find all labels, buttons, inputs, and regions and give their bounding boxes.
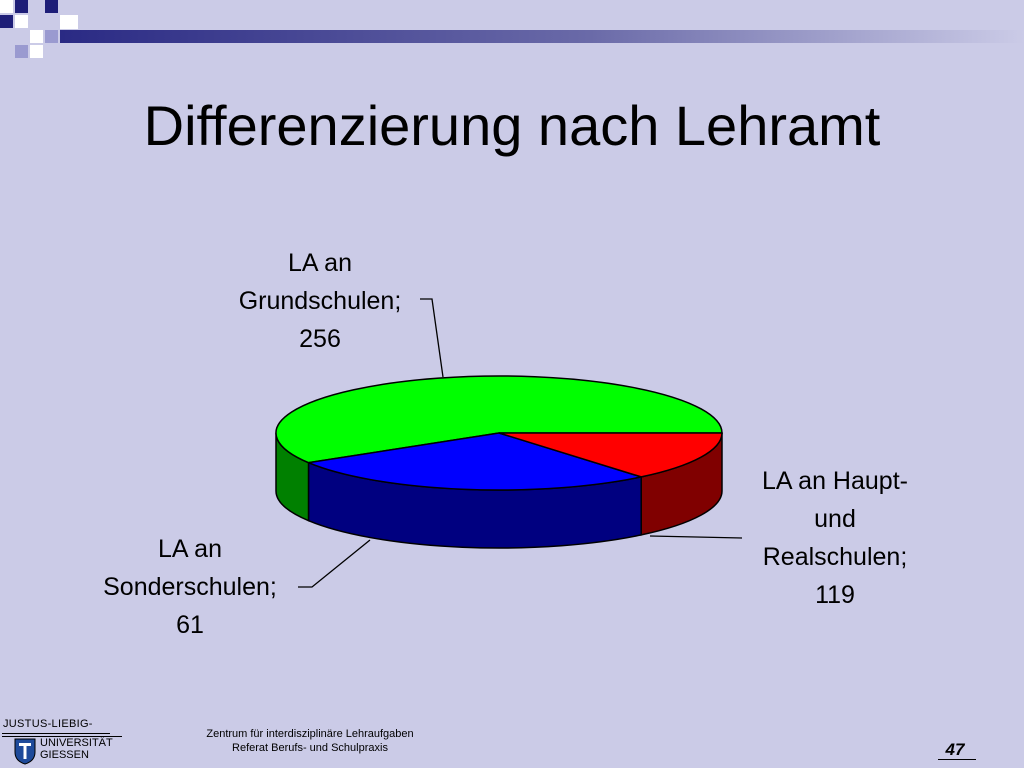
footer-line2: Referat Berufs- und Schulpraxis <box>232 742 388 754</box>
logo-rule <box>2 733 110 734</box>
label-line: 61 <box>176 611 204 639</box>
university-emblem-icon <box>14 738 36 765</box>
label-line: Grundschulen; <box>238 287 402 315</box>
pie-slice <box>305 432 645 491</box>
label-line: 256 <box>299 325 341 353</box>
footer-line1: Zentrum für interdisziplinäre Lehraufgab… <box>206 728 414 740</box>
data-label-sonderschulen: LA an Sonderschulen; 61 <box>80 530 300 644</box>
label-line: Sonderschulen; <box>103 573 277 601</box>
logo-line1: JUSTUS-LIEBIG- <box>3 718 93 730</box>
pie-slice <box>498 432 723 478</box>
pie-slice <box>275 375 723 464</box>
logo-rule <box>2 736 122 737</box>
label-line: Realschulen; <box>762 543 908 571</box>
slide-title: Differenzierung nach Lehramt <box>143 94 881 157</box>
label-line: LA an <box>158 535 222 563</box>
university-logo: JUSTUS-LIEBIG- UNIVERSITÄT GIESSEN <box>0 716 130 768</box>
label-line: und <box>814 505 856 533</box>
logo-line2: UNIVERSITÄT <box>40 737 113 749</box>
page-number: 47 <box>930 740 980 760</box>
logo-line3: GIESSEN <box>40 749 89 761</box>
label-line: LA an Haupt- <box>762 467 908 495</box>
leader-line-sonderschulen <box>298 539 371 588</box>
header-decoration <box>0 0 1024 58</box>
data-label-haupt-realschulen: LA an Haupt- und Realschulen; 119 <box>735 462 935 614</box>
label-line: LA an <box>288 249 352 277</box>
data-label-grundschulen: LA an Grundschulen; 256 <box>205 244 435 358</box>
label-line: 119 <box>815 581 855 609</box>
leader-line-grundschulen <box>420 298 444 378</box>
footer-text: Zentrum für interdisziplinäre Lehraufgab… <box>160 727 460 755</box>
leader-line-haupt-realschulen <box>649 535 743 539</box>
